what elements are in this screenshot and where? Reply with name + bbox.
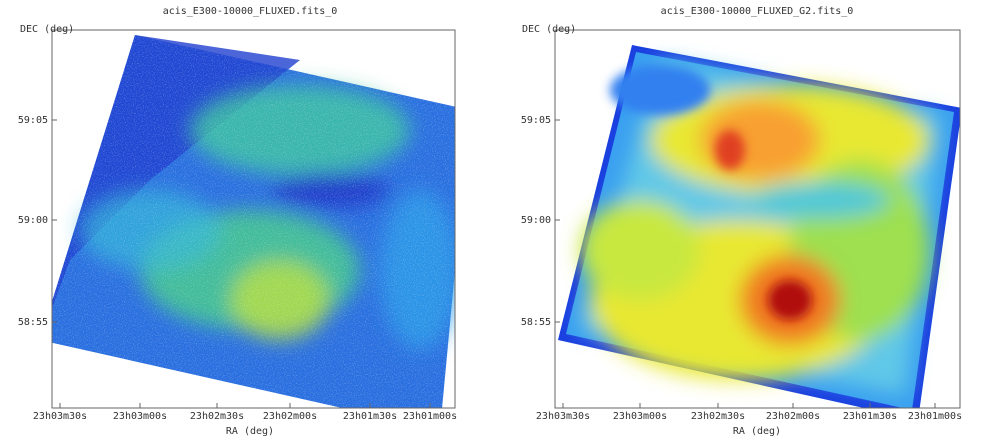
image-raw (52, 35, 455, 408)
y-axis-label: DEC (deg) (522, 24, 576, 35)
x-tick-label: 23h03m00s (113, 411, 167, 422)
panel-title: acis_E300-10000_FLUXED_G2.fits_0 (661, 6, 854, 17)
x-tick-label: 23h01m30s (843, 411, 897, 422)
y-tick-label: 59:00 (521, 215, 551, 226)
x-tick-label: 23h01m00s (403, 411, 457, 422)
y-axis-label: DEC (deg) (20, 24, 74, 35)
x-tick-label: 23h02m00s (263, 411, 317, 422)
x-tick-label: 23h03m30s (536, 411, 590, 422)
x-tick-label: 23h03m00s (613, 411, 667, 422)
y-tick-label: 59:00 (18, 215, 48, 226)
plot-frame (51, 29, 456, 409)
x-tick-label: 23h01m30s (343, 411, 397, 422)
image-smoothed (558, 45, 960, 408)
x-axis-label: RA (deg) (226, 426, 274, 437)
x-tick-label: 23h01m00s (908, 411, 962, 422)
y-tick-label: 58:55 (521, 317, 551, 328)
x-tick-label: 23h02m30s (691, 411, 745, 422)
x-tick-label: 23h03m30s (33, 411, 87, 422)
x-tick-label: 23h02m30s (190, 411, 244, 422)
x-axis-label: RA (deg) (733, 426, 781, 437)
y-tick-label: 58:55 (18, 317, 48, 328)
plot-frame (554, 29, 961, 409)
y-tick-label: 59:05 (18, 115, 48, 126)
x-tick-label: 23h02m00s (766, 411, 820, 422)
y-tick-label: 59:05 (521, 115, 551, 126)
panel-title: acis_E300-10000_FLUXED.fits_0 (163, 6, 338, 17)
